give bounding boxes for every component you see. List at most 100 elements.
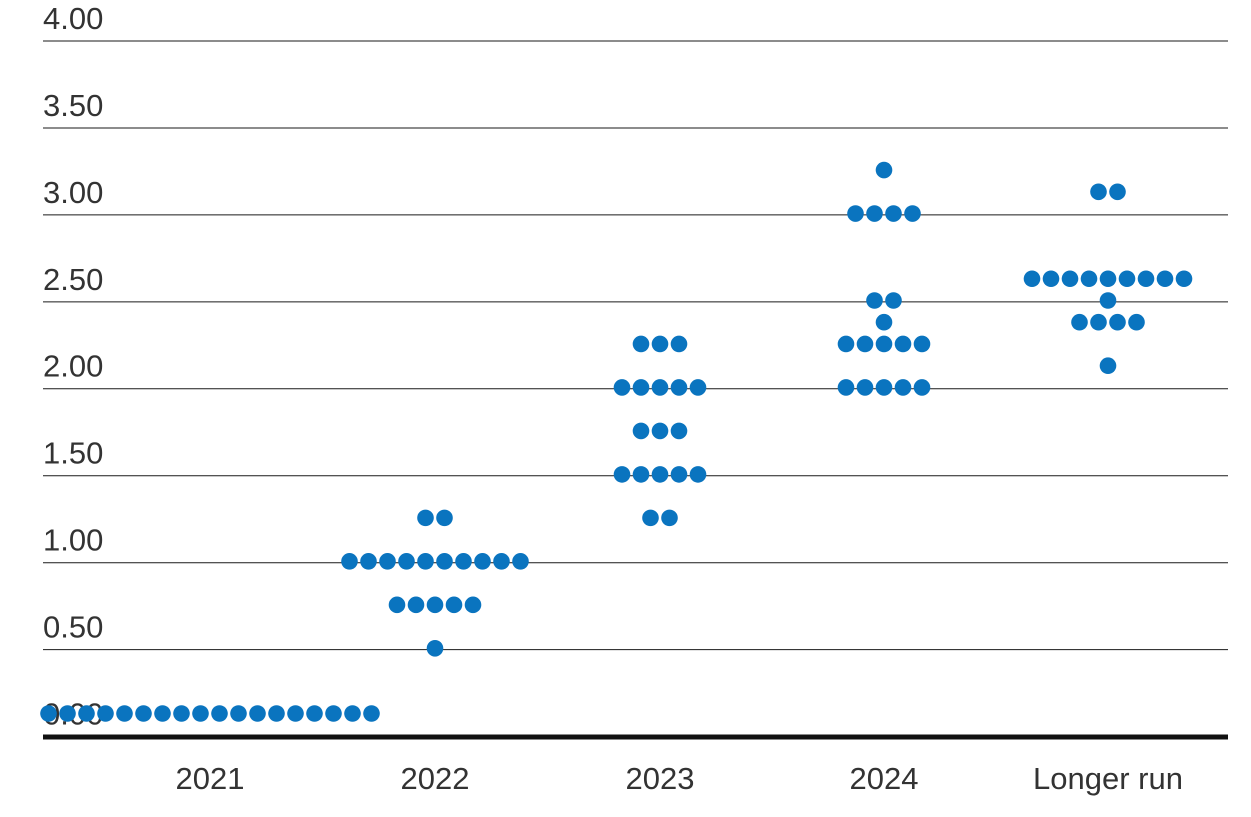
data-point [866,205,883,222]
y-tick-label: 2.00 [43,349,103,384]
data-point [875,161,893,179]
data-point [894,335,912,353]
data-point [661,509,678,527]
data-point [885,205,902,222]
data-point [341,553,358,570]
data-point [670,422,688,440]
data-point [632,335,650,353]
data-point [651,379,669,396]
data-point [388,596,406,614]
data-point [1090,183,1107,201]
data-point [464,596,482,614]
data-point [426,596,444,614]
data-point [1118,270,1136,288]
data-point [651,422,669,440]
data-point [1023,270,1041,288]
data-point [493,553,510,570]
data-point [512,553,529,570]
data-point [613,466,631,483]
data-point [445,596,463,614]
data-point [417,553,434,570]
data-point [211,705,228,722]
data-point [230,705,247,722]
data-point [379,553,396,570]
x-axis-tick-labels: 2021 2022 2023 2024 Longer run [176,761,1183,796]
data-point [866,292,883,309]
data-point [913,379,931,396]
data-points [40,161,1193,722]
data-point [904,205,921,222]
data-point [651,335,669,353]
data-point [363,705,380,722]
data-point [154,705,171,722]
data-point [360,553,377,570]
data-point [632,422,650,440]
data-point [249,705,266,722]
data-point [1128,313,1145,331]
y-tick-label: 0.50 [43,610,103,645]
data-point [1109,183,1126,201]
data-point [1099,357,1117,375]
data-point [436,553,453,570]
data-point [885,292,902,309]
data-point [1099,292,1117,309]
data-point [59,705,76,722]
x-tick-label: Longer run [1033,761,1183,796]
x-tick-label: 2023 [626,761,695,796]
data-point [632,379,650,396]
y-tick-label: 1.50 [43,436,103,471]
data-point [1099,270,1117,288]
data-point [689,466,707,483]
data-point [1080,270,1098,288]
data-point [837,335,855,353]
x-tick-label: 2021 [176,761,245,796]
data-point [670,379,688,396]
x-tick-label: 2024 [850,761,919,796]
y-axis-tick-labels: 0.000.501.001.502.002.503.003.504.00 [43,1,103,732]
data-point [344,705,361,722]
y-tick-label: 3.50 [43,88,103,123]
data-point [894,379,912,396]
y-tick-label: 4.00 [43,1,103,36]
data-point [78,705,95,722]
data-point [417,509,434,527]
data-point [913,335,931,353]
data-point [689,379,707,396]
data-point [632,466,650,483]
data-point [192,705,209,722]
data-point [398,553,415,570]
x-tick-label: 2022 [401,761,470,796]
data-point [1109,313,1126,331]
data-point [651,466,669,483]
data-point [287,705,304,722]
data-point [474,553,491,570]
data-point [1156,270,1174,288]
data-point [173,705,190,722]
data-point [1061,270,1079,288]
data-point [306,705,323,722]
data-point [97,705,114,722]
data-point [1071,313,1088,331]
data-point [613,379,631,396]
data-point [1137,270,1155,288]
data-point [135,705,152,722]
data-point [670,466,688,483]
data-point [116,705,133,722]
data-point [856,379,874,396]
data-point [40,705,57,722]
data-point [455,553,472,570]
data-point [875,379,893,396]
y-tick-label: 3.00 [43,175,103,210]
y-tick-label: 1.00 [43,523,103,558]
data-point [670,335,688,353]
data-point [1090,313,1107,331]
data-point [426,639,444,657]
data-point [325,705,342,722]
data-point [436,509,453,527]
data-point [642,509,659,527]
data-point [875,335,893,353]
data-point [268,705,285,722]
data-point [847,205,864,222]
data-point [1042,270,1060,288]
